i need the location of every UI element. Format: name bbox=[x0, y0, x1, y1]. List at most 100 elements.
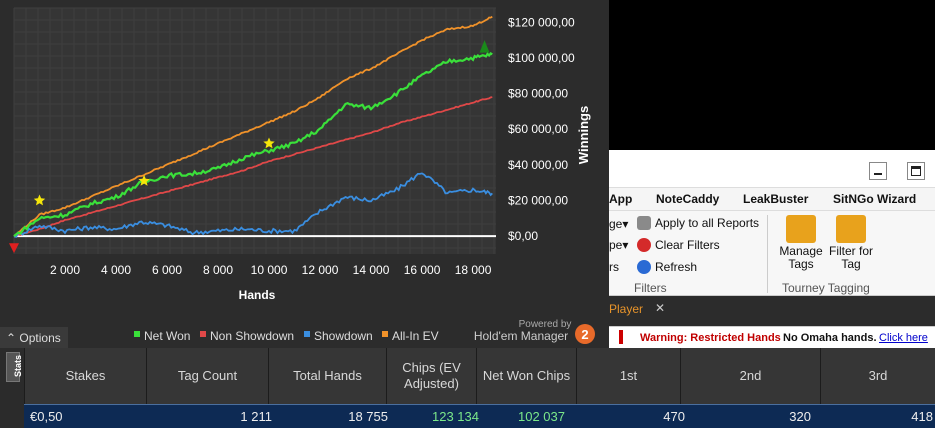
refresh-button[interactable]: Refresh bbox=[637, 260, 697, 274]
y-axis-labels: $120 000,00 $100 000,00 $80 000,00 $60 000,… bbox=[508, 15, 575, 243]
options-toggle[interactable]: ⌃ Options bbox=[0, 327, 68, 348]
y-tick-label: $20 000,00 bbox=[508, 194, 568, 208]
legend-item-label: All-In EV bbox=[392, 329, 439, 343]
ribbon-tab-sitngo-wizard[interactable]: SitNGo Wizard bbox=[833, 192, 917, 206]
legend-item-label: Showdown bbox=[314, 329, 373, 343]
markers bbox=[9, 40, 490, 254]
legend-swatch bbox=[304, 331, 310, 337]
cell-chips-ev: 123 134 bbox=[432, 409, 479, 424]
stats-side-tab[interactable]: Stats bbox=[6, 352, 23, 382]
column-header-chips-ev[interactable]: Chips (EV Adjusted) bbox=[386, 348, 476, 404]
ribbon-partial-2[interactable]: pe ▾ bbox=[609, 238, 629, 252]
cell-net-won-chips: 102 037 bbox=[518, 409, 565, 424]
column-header-3rd[interactable]: 3rd bbox=[820, 348, 935, 404]
star-icon bbox=[33, 194, 46, 206]
y-tick-label: $40 000,00 bbox=[508, 158, 568, 172]
ribbon-tab-app[interactable]: App bbox=[609, 192, 633, 206]
clear-icon bbox=[637, 238, 651, 252]
cell-3rd: 418 bbox=[911, 409, 933, 424]
legend-swatch bbox=[200, 331, 206, 337]
triangle-up-icon bbox=[479, 40, 490, 53]
powered-by-label: Powered by bbox=[519, 319, 572, 330]
y-tick-label: $0,00 bbox=[508, 229, 538, 243]
filters-group-label: Filters bbox=[634, 281, 667, 295]
window-title-bar bbox=[609, 150, 935, 188]
column-header-1st[interactable]: 1st bbox=[576, 348, 680, 404]
series-line-non-showdown bbox=[13, 96, 493, 238]
cell-stakes: €0,50 bbox=[30, 409, 63, 424]
series-line-net-won bbox=[13, 51, 493, 238]
caret-up-icon: ⌃ bbox=[6, 331, 17, 345]
y-axis-title: Winnings bbox=[576, 106, 591, 164]
warning-text: Warning: Restricted Hands bbox=[640, 332, 781, 344]
document-tab-strip: Player ✕ bbox=[609, 296, 935, 326]
legend-swatch bbox=[134, 331, 140, 337]
column-header-2nd[interactable]: 2nd bbox=[680, 348, 820, 404]
x-tick-label: 10 000 bbox=[251, 263, 288, 277]
legend-item-label: Non Showdown bbox=[210, 329, 294, 343]
warning-detail: No Omaha hands. bbox=[783, 332, 877, 344]
options-label: Options bbox=[19, 331, 61, 345]
ribbon-tabs: App NoteCaddy LeakBuster SitNGo Wizard bbox=[609, 188, 935, 210]
legend-swatch bbox=[382, 331, 388, 337]
x-tick-label: 4 000 bbox=[101, 263, 131, 277]
x-tick-label: 12 000 bbox=[302, 263, 339, 277]
table-row[interactable]: €0,50 1 211 18 755 123 134 102 037 470 3… bbox=[24, 404, 935, 428]
brand-version: 2 bbox=[581, 327, 588, 342]
series-line-showdown bbox=[13, 172, 493, 238]
apply-all-reports-button[interactable]: Apply to all Reports bbox=[637, 216, 759, 230]
y-tick-label: $60 000,00 bbox=[508, 122, 568, 136]
ribbon-tab-notecaddy[interactable]: NoteCaddy bbox=[656, 192, 720, 206]
warning-bar: Warning: Restricted Hands No Omaha hands… bbox=[609, 326, 935, 348]
cell-2nd: 320 bbox=[789, 409, 811, 424]
triangle-down-icon bbox=[9, 243, 19, 254]
ribbon-partial-3[interactable]: rs bbox=[609, 260, 619, 274]
x-axis-title: Hands bbox=[239, 288, 276, 302]
refresh-icon bbox=[637, 260, 651, 274]
legend: Net Won Non Showdown Showdown All-In EV bbox=[134, 329, 439, 343]
y-tick-label: $80 000,00 bbox=[508, 87, 568, 101]
tab-player[interactable]: Player bbox=[609, 302, 644, 316]
column-header-total-hands[interactable]: Total Hands bbox=[268, 348, 386, 404]
series-line-all-in-ev bbox=[13, 15, 493, 237]
series bbox=[13, 15, 493, 238]
ribbon-body: ge ▾ pe ▾ rs Apply to all Reports Clear … bbox=[609, 210, 935, 296]
maximize-button[interactable] bbox=[907, 162, 925, 180]
x-tick-label: 16 000 bbox=[404, 263, 441, 277]
column-header-stakes[interactable]: Stakes bbox=[24, 348, 146, 404]
legend-item-label: Net Won bbox=[144, 329, 190, 343]
filter-for-tag-button[interactable]: Filter for Tag bbox=[827, 215, 875, 271]
manage-tags-button[interactable]: Manage Tags bbox=[775, 215, 827, 271]
winnings-chart: $120 000,00 $100 000,00 $80 000,00 $60 000,… bbox=[9, 8, 595, 344]
plot-area bbox=[14, 8, 496, 254]
clear-filters-button[interactable]: Clear Filters bbox=[637, 238, 720, 252]
cell-total-hands: 18 755 bbox=[348, 409, 388, 424]
tag-gear-icon bbox=[786, 215, 816, 243]
x-tick-label: 2 000 bbox=[50, 263, 80, 277]
winnings-graph-panel: $120 000,00 $100 000,00 $80 000,00 $60 000,… bbox=[0, 0, 609, 348]
warning-link[interactable]: Click here bbox=[879, 332, 928, 344]
ribbon-tab-leakbuster[interactable]: LeakBuster bbox=[743, 192, 809, 206]
ribbon-partial-1[interactable]: ge ▾ bbox=[609, 217, 629, 231]
y-tick-label: $120 000,00 bbox=[508, 15, 575, 29]
x-axis-labels: 2 000 4 000 6 000 8 000 10 000 12 000 14 000 16… bbox=[50, 263, 492, 277]
x-tick-label: 8 000 bbox=[203, 263, 233, 277]
star-icon bbox=[138, 174, 150, 186]
cell-1st: 470 bbox=[663, 409, 685, 424]
hm2-main-window: App NoteCaddy LeakBuster SitNGo Wizard g… bbox=[609, 150, 935, 348]
warning-icon bbox=[619, 330, 623, 344]
close-icon[interactable]: ✕ bbox=[655, 301, 666, 315]
stats-grid: Stats Stakes Tag Count Total Hands Chips… bbox=[0, 348, 935, 428]
tourney-tagging-group-label: Tourney Tagging bbox=[782, 281, 870, 295]
x-tick-label: 14 000 bbox=[353, 263, 390, 277]
minimize-button[interactable] bbox=[869, 162, 887, 180]
column-header-net-won-chips[interactable]: Net Won Chips bbox=[476, 348, 576, 404]
y-tick-label: $100 000,00 bbox=[508, 51, 575, 65]
brand-logo-icon bbox=[575, 324, 595, 344]
brand-label: Hold'em Manager bbox=[474, 329, 568, 343]
star-icon bbox=[263, 137, 275, 149]
column-header-tag-count[interactable]: Tag Count bbox=[146, 348, 268, 404]
apply-icon bbox=[637, 216, 651, 230]
cell-tag-count: 1 211 bbox=[240, 409, 272, 424]
